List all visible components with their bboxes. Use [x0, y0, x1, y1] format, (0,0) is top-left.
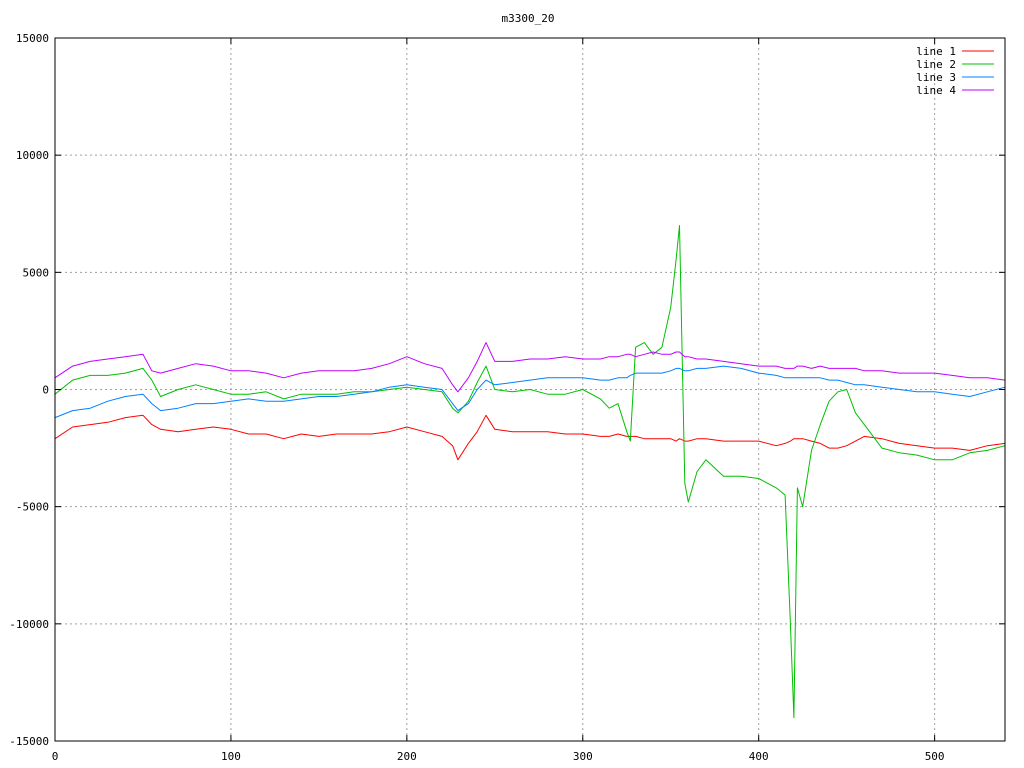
x-tick-label: 100	[221, 750, 241, 763]
axis-ticks: 0 100 200 300 400 500 -15000 -10000 -5000 0 5000 10…	[9, 32, 1005, 763]
x-tick-label: 400	[749, 750, 769, 763]
series-line-3	[54, 365, 1006, 419]
legend-label: line 1	[916, 45, 956, 58]
y-tick-label: 0	[42, 384, 49, 397]
y-tick-label: -15000	[9, 735, 49, 748]
series-line-4	[54, 342, 1006, 393]
y-tick-label: -5000	[16, 501, 49, 514]
y-tick-label: 5000	[23, 266, 50, 279]
x-tick-label: 500	[925, 750, 945, 763]
y-tick-label: 10000	[16, 149, 49, 162]
x-tick-label: 300	[573, 750, 593, 763]
series-line-2	[54, 225, 1006, 719]
x-tick-label: 200	[397, 750, 417, 763]
y-tick-label: 15000	[16, 32, 49, 45]
chart-title: m3300_20	[502, 12, 555, 25]
y-tick-label: -10000	[9, 618, 49, 631]
series-layer	[54, 225, 1006, 719]
legend-label: line 3	[916, 71, 956, 84]
series-line-1	[54, 414, 1006, 461]
x-tick-label: 0	[52, 750, 59, 763]
legend-label: line 2	[916, 58, 956, 71]
legend-label: line 4	[916, 84, 956, 97]
